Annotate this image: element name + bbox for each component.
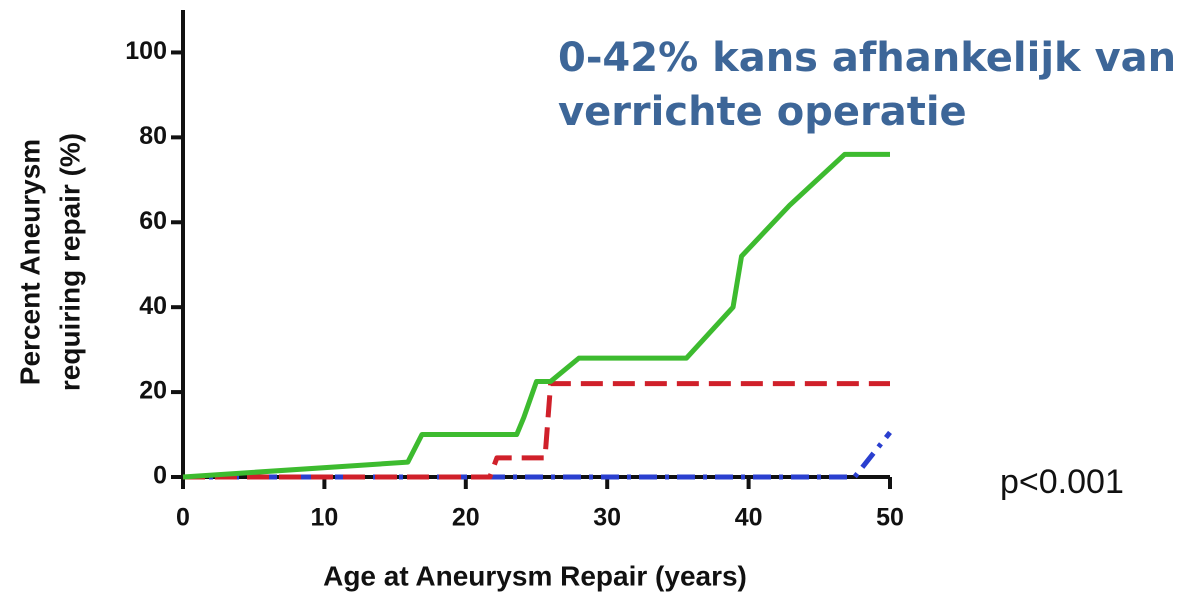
y-tick-label: 0 (153, 462, 167, 490)
data-line (182, 151, 890, 480)
y-tick-label: 80 (139, 122, 167, 150)
y-tick-label: 20 (139, 377, 167, 405)
x-tick-label: 30 (593, 504, 621, 532)
annotation: verrichte operatie (558, 89, 967, 135)
x-tick-label: 20 (452, 504, 480, 532)
y-tick-label: 40 (139, 292, 167, 320)
data-line (183, 381, 890, 480)
y-tick-label: 100 (125, 37, 167, 65)
annotation: 0-42% kans afhankelijk van (558, 35, 1176, 81)
x-tick-label: 40 (735, 504, 763, 532)
x-tick-label: 10 (310, 504, 338, 532)
x-tick-label: 50 (876, 504, 904, 532)
x-tick-label: 0 (176, 504, 190, 532)
y-tick-label: 60 (139, 207, 167, 235)
x-axis-label: Age at Aneurysm Repair (years) (323, 560, 747, 591)
y-axis-label: Percent Aneurysm (14, 139, 45, 385)
y-axis-label: requiring repair (%) (54, 133, 85, 391)
p-value: p<0.001 (1000, 463, 1124, 501)
